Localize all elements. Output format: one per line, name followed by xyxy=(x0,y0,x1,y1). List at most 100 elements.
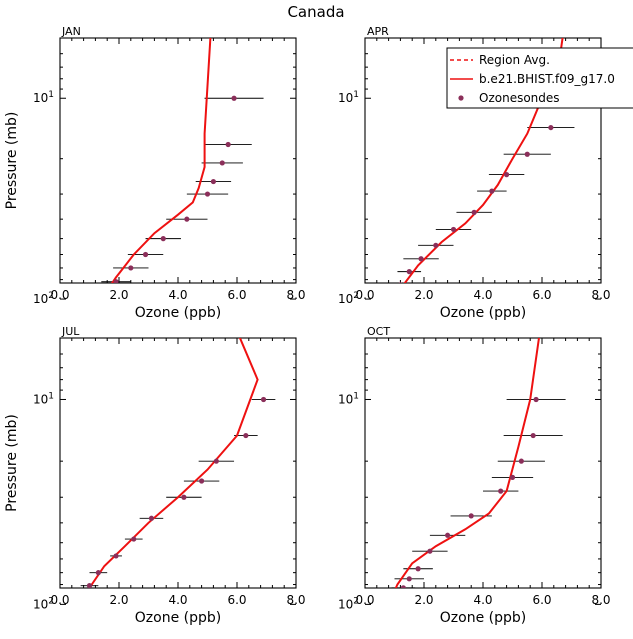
ozonesonde-point xyxy=(504,171,510,178)
ozonesonde-point xyxy=(131,536,137,542)
ozonesonde-point xyxy=(386,316,391,321)
y-tick-label: 102 xyxy=(33,291,54,306)
x-axis-label: Ozone (ppb) xyxy=(440,610,526,626)
y-tick-label: 101 xyxy=(33,90,54,105)
y-tick-exponent: 2 xyxy=(353,291,359,301)
ozonesonde-point xyxy=(548,124,554,131)
model-profile-line xyxy=(110,38,212,283)
plot-area xyxy=(386,338,566,627)
ozonesonde-point xyxy=(84,317,89,322)
ozonesonde-point xyxy=(69,623,74,628)
ozonesonde-point xyxy=(418,256,424,262)
x-tick-label: 0.0 xyxy=(50,288,69,302)
x-tick-label: 0.0 xyxy=(50,593,69,607)
ozonesonde-point xyxy=(518,458,524,464)
x-tick-label: 2.0 xyxy=(109,288,128,302)
y-tick-exponent: 1 xyxy=(48,90,54,100)
model-profile-line xyxy=(88,338,259,588)
ozonesonde-point xyxy=(113,279,119,283)
x-tick-label: 4.0 xyxy=(473,288,492,302)
ozonesonde-point xyxy=(210,178,216,185)
ozonesonde-point xyxy=(400,585,406,588)
ozonesonde-point xyxy=(509,474,516,480)
x-tick-label: 4.0 xyxy=(168,288,187,302)
x-axis-label: Ozone (ppb) xyxy=(440,305,526,321)
y-tick-base: 10 xyxy=(33,91,48,105)
ozonesonde-point xyxy=(433,242,439,248)
legend: Region Avg. b.e21.BHIST.f09_g17.0 Ozoneson… xyxy=(446,47,633,109)
ozonesonde-point xyxy=(489,188,495,194)
y-tick-base: 10 xyxy=(33,597,48,611)
x-tick-label: 8.0 xyxy=(286,593,305,607)
x-tick-label: 2.0 xyxy=(414,593,433,607)
y-tick-label: 102 xyxy=(338,596,359,611)
ozonesonde-point xyxy=(81,594,86,599)
y-axis-label: Pressure (mb) xyxy=(4,414,20,512)
x-tick-label: 6.0 xyxy=(532,288,551,302)
y-axis-label: Pressure (mb) xyxy=(4,112,20,210)
y-tick-exponent: 1 xyxy=(48,391,54,401)
x-tick-label: 6.0 xyxy=(227,288,246,302)
ozonesonde-point xyxy=(395,592,400,597)
ozonesonde-point xyxy=(427,548,433,554)
ozonesonde-point xyxy=(96,299,101,304)
ozonesonde-point xyxy=(468,513,474,519)
ozonesonde-point xyxy=(386,622,391,627)
figure-title: Canada xyxy=(287,3,344,21)
ozonesonde-point xyxy=(225,141,231,148)
ozonesonde-point xyxy=(231,95,237,101)
ozonesonde-point xyxy=(204,191,211,197)
ozonesonde-point xyxy=(148,515,155,521)
panel-title: OCT xyxy=(367,325,390,338)
plot-area xyxy=(69,338,276,628)
x-tick-label: 4.0 xyxy=(473,593,492,607)
ozonesonde-point xyxy=(95,570,101,576)
panel-frame xyxy=(59,337,297,589)
x-tick-label: 2.0 xyxy=(109,593,128,607)
ozonesonde-point xyxy=(142,251,149,258)
ozonesonde-point xyxy=(406,576,412,582)
ozonesonde-point xyxy=(395,294,400,299)
ozonesonde-point xyxy=(398,282,403,283)
ozonesonde-point xyxy=(450,226,457,233)
x-axis-label: Ozone (ppb) xyxy=(135,610,221,626)
ozonesonde-point xyxy=(184,216,190,222)
ozonesonde-point xyxy=(533,396,539,403)
x-axis-label: Ozone (ppb) xyxy=(135,305,221,321)
ozonesonde-point xyxy=(86,583,93,588)
x-tick-label: 0.0 xyxy=(355,593,374,607)
x-tick-label: 8.0 xyxy=(591,593,610,607)
y-tick-exponent: 1 xyxy=(353,391,359,401)
x-tick-label: 6.0 xyxy=(532,593,551,607)
ozonesonde-point xyxy=(389,302,394,307)
ozonesonde-point xyxy=(213,458,219,464)
legend-label: b.e21.BHIST.f09_g17.0 xyxy=(479,72,615,86)
plot-area xyxy=(84,38,264,322)
panel-title: APR xyxy=(367,25,389,38)
y-tick-base: 10 xyxy=(338,392,353,406)
ozonesonde-point xyxy=(75,604,80,609)
ozonesonde-point xyxy=(406,269,412,275)
x-tick-label: 2.0 xyxy=(414,288,433,302)
model-profile-line xyxy=(394,338,540,588)
y-tick-base: 10 xyxy=(338,292,353,306)
legend-marker xyxy=(458,95,464,101)
legend-label: Ozonesondes xyxy=(479,91,560,105)
y-tick-label: 101 xyxy=(338,90,359,105)
y-tick-base: 10 xyxy=(338,597,353,611)
x-tick-label: 8.0 xyxy=(286,288,305,302)
ozonesonde-point xyxy=(113,553,119,559)
ozonesonde-point xyxy=(524,151,530,157)
ozonesonde-point xyxy=(160,236,166,242)
y-tick-exponent: 1 xyxy=(353,90,359,100)
y-tick-label: 101 xyxy=(338,391,359,406)
ozonesonde-point xyxy=(128,265,134,271)
y-tick-base: 10 xyxy=(33,392,48,406)
y-tick-label: 101 xyxy=(33,391,54,406)
y-tick-exponent: 2 xyxy=(48,291,54,301)
panel-frame xyxy=(364,337,602,589)
